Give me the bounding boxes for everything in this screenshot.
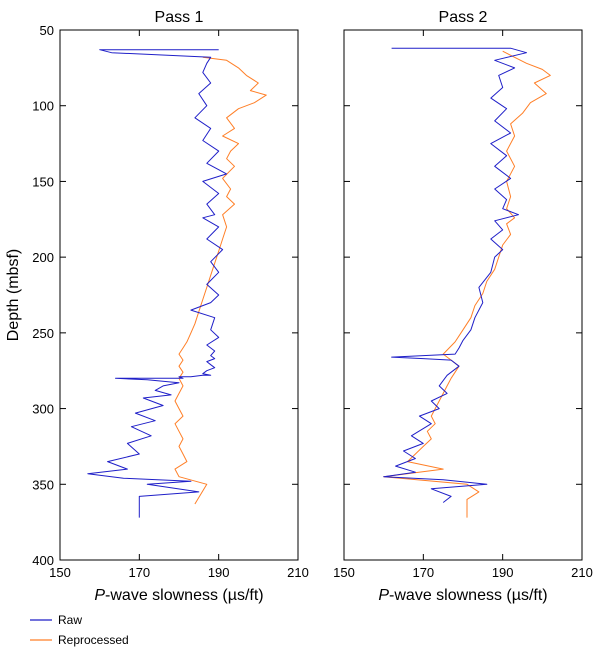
- x-tick-label: 170: [412, 565, 434, 580]
- y-tick-label: 150: [32, 174, 54, 189]
- legend-label-raw: Raw: [58, 613, 82, 627]
- y-axis-label: Depth (mbsf): [5, 249, 22, 341]
- x-axis-label-rest: -wave slowness (µs/ft): [389, 587, 548, 604]
- y-tick-label: 100: [32, 99, 54, 114]
- x-axis-label-italic: P: [94, 587, 105, 604]
- panel-title-text: Pass 2: [439, 9, 488, 26]
- x-tick-label: 150: [49, 565, 71, 580]
- legend-label-reprocessed: Reprocessed: [58, 633, 129, 647]
- series-line-raw: [383, 47, 527, 503]
- x-axis-label: P-wave slowness (µs/ft): [94, 587, 263, 604]
- plot-frame: [343, 29, 583, 561]
- panel-2: 150 170 190 210 Pass 2 P-wave slowness (µs/ft…: [333, 9, 593, 604]
- panel-title: Pass 1: [155, 9, 204, 26]
- panel-1: 150 170 190 210 50 100 150 200 250 300 350 400 Pass …: [5, 9, 309, 604]
- series-line-reprocessed: [174, 56, 267, 505]
- x-tick-label: 150: [333, 565, 355, 580]
- plot-frame: [59, 29, 299, 561]
- x-tick-label: 170: [128, 565, 150, 580]
- series-line-raw: [87, 49, 228, 518]
- y-tick-label: 50: [40, 23, 54, 38]
- y-tick-label: 200: [32, 250, 54, 265]
- y-tick-label: 400: [32, 553, 54, 568]
- y-tick-label: 300: [32, 402, 54, 417]
- y-tick-label: 350: [32, 477, 54, 492]
- legend: Raw Reprocessed: [30, 613, 129, 647]
- series-line-reprocessed: [383, 50, 551, 518]
- x-axis-label: P-wave slowness (µs/ft): [378, 587, 547, 604]
- y-tick-label: 250: [32, 326, 54, 341]
- x-tick-label: 190: [492, 565, 514, 580]
- x-tick-label: 190: [208, 565, 230, 580]
- x-axis-label-italic: P: [378, 587, 389, 604]
- x-tick-label: 210: [287, 565, 309, 580]
- x-axis-label-rest: -wave slowness (µs/ft): [105, 587, 264, 604]
- panel-title-text: Pass 1: [155, 9, 204, 26]
- x-tick-label: 210: [571, 565, 593, 580]
- panel-title: Pass 2: [439, 9, 488, 26]
